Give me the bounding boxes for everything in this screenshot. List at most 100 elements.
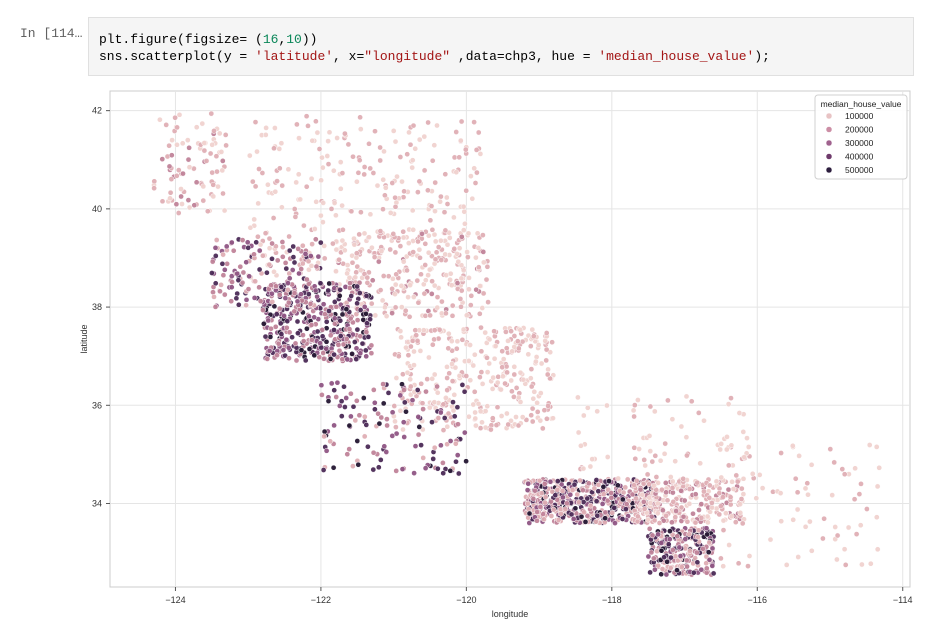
scatter-point bbox=[366, 234, 372, 241]
scatter-point bbox=[342, 404, 348, 410]
scatter-point bbox=[520, 376, 527, 383]
scatter-point bbox=[422, 465, 429, 472]
scatter-point bbox=[399, 466, 406, 472]
scatter-point bbox=[630, 407, 637, 414]
scatter-point bbox=[494, 379, 501, 386]
scatter-point bbox=[323, 338, 330, 345]
scatter-point bbox=[709, 563, 716, 569]
scatter-point bbox=[584, 495, 591, 502]
scatter-point bbox=[297, 196, 304, 203]
scatter-point bbox=[235, 277, 242, 284]
scatter-point bbox=[873, 514, 880, 521]
scatter-point bbox=[724, 434, 730, 440]
scatter-point bbox=[741, 454, 748, 460]
scatter-point bbox=[580, 465, 587, 472]
scatter-point bbox=[528, 366, 535, 372]
scatter-point bbox=[282, 295, 289, 301]
scatter-point bbox=[449, 302, 456, 309]
scatter-point bbox=[706, 539, 713, 546]
scatter-point bbox=[549, 339, 555, 346]
scatter-point bbox=[706, 494, 713, 501]
scatter-point bbox=[304, 325, 310, 332]
scatter-point bbox=[251, 251, 257, 258]
scatter-point bbox=[419, 400, 426, 407]
scatter-point bbox=[440, 401, 447, 408]
scatter-point bbox=[358, 209, 364, 216]
scatter-point bbox=[415, 299, 422, 306]
scatter-point bbox=[463, 312, 470, 319]
scatter-point bbox=[595, 482, 602, 488]
scatter-point bbox=[212, 244, 219, 251]
scatter-point bbox=[264, 269, 270, 276]
scatter-point bbox=[737, 509, 744, 516]
scatter-point bbox=[647, 448, 654, 454]
scatter-point bbox=[308, 262, 315, 269]
scatter-point bbox=[350, 463, 356, 469]
scatter-point bbox=[641, 457, 648, 463]
scatter-point bbox=[672, 514, 679, 521]
scatter-point bbox=[541, 407, 548, 414]
scatter-point bbox=[393, 468, 400, 474]
scatter-point bbox=[416, 136, 423, 143]
scatter-point bbox=[263, 125, 269, 131]
scatter-point bbox=[687, 548, 693, 554]
scatter-point bbox=[444, 375, 450, 381]
scatter-point bbox=[304, 276, 310, 283]
scatter-point bbox=[458, 303, 464, 310]
scatter-point bbox=[284, 318, 291, 325]
scatter-point bbox=[503, 345, 510, 352]
scatter-point bbox=[444, 364, 450, 370]
scatter-point bbox=[451, 214, 457, 221]
scatter-point bbox=[445, 410, 452, 417]
code-text[interactable]: plt.figure(figsize= (16,10)) sns.scatter… bbox=[99, 31, 770, 65]
scatter-point bbox=[593, 477, 600, 483]
scatter-point bbox=[718, 555, 724, 562]
scatter-point bbox=[397, 407, 404, 414]
scatter-point bbox=[489, 415, 496, 422]
scatter-point bbox=[504, 410, 510, 417]
scatter-point bbox=[219, 167, 226, 174]
scatter-point bbox=[320, 301, 327, 308]
scatter-point bbox=[678, 487, 684, 494]
scatter-point bbox=[251, 216, 258, 223]
scatter-point bbox=[735, 560, 742, 567]
scatter-point bbox=[387, 210, 394, 216]
scatter-point bbox=[383, 449, 390, 455]
scatter-point bbox=[429, 157, 436, 164]
scatter-point bbox=[323, 318, 330, 325]
scatter-point bbox=[517, 327, 524, 333]
scatter-point bbox=[326, 129, 333, 136]
scatter-point bbox=[410, 122, 417, 129]
scatter-point bbox=[333, 303, 340, 310]
scatter-point bbox=[295, 246, 302, 252]
scatter-point bbox=[568, 511, 575, 518]
scatter-point bbox=[458, 233, 465, 240]
scatter-point bbox=[412, 327, 419, 334]
scatter-point bbox=[218, 282, 224, 288]
scatter-point bbox=[409, 337, 416, 344]
scatter-point bbox=[730, 486, 737, 492]
scatter-point bbox=[363, 310, 369, 317]
scatter-point bbox=[318, 177, 324, 184]
scatter-point bbox=[680, 475, 687, 482]
scatter-point bbox=[422, 240, 429, 247]
scatter-point bbox=[382, 304, 388, 311]
scatter-point bbox=[357, 114, 363, 121]
scatter-point bbox=[651, 408, 658, 415]
scatter-point bbox=[611, 504, 618, 511]
scatter-point bbox=[684, 518, 691, 525]
scatter-point bbox=[282, 352, 288, 359]
scatter-point bbox=[337, 333, 344, 339]
scatter-point bbox=[215, 183, 221, 190]
code-cell[interactable]: plt.figure(figsize= (16,10)) sns.scatter… bbox=[88, 17, 914, 76]
scatter-point bbox=[200, 183, 207, 190]
scatter-point bbox=[363, 292, 370, 299]
scatter-point bbox=[272, 188, 279, 195]
scatter-point bbox=[422, 262, 429, 268]
scatter-point bbox=[733, 472, 740, 479]
x-tick-label: −122 bbox=[311, 595, 331, 605]
scatter-point bbox=[224, 260, 230, 267]
scatter-point bbox=[392, 138, 399, 145]
scatter-point bbox=[486, 360, 493, 367]
scatter-point bbox=[511, 371, 518, 378]
